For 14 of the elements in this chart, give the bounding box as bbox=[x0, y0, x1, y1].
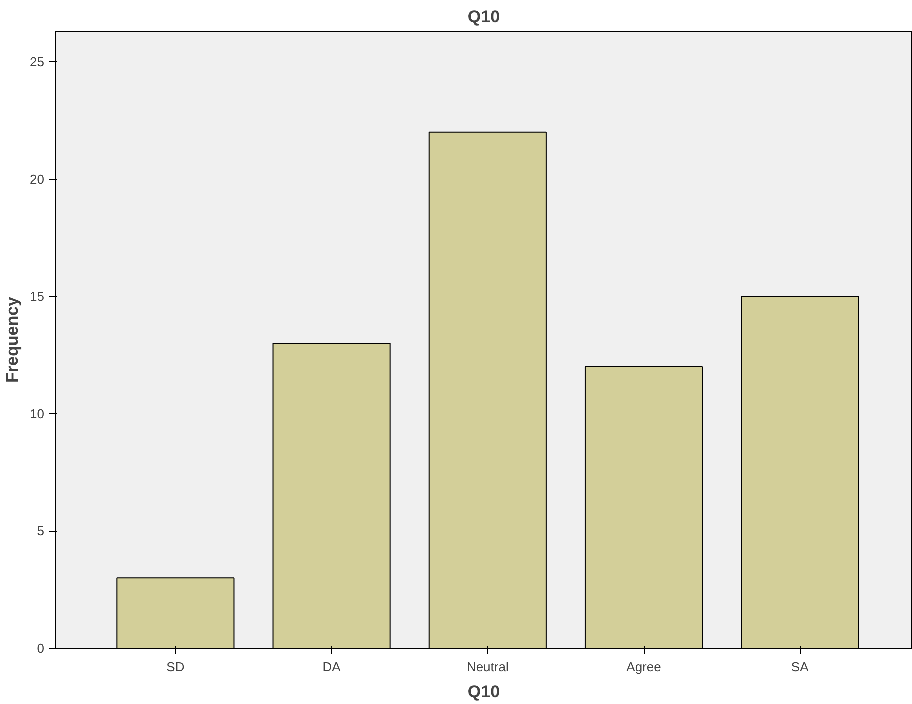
y-tick-label: 15 bbox=[30, 289, 45, 304]
x-tick-label: SD bbox=[166, 660, 185, 674]
x-tick-label: Agree bbox=[626, 660, 662, 674]
y-axis-title: Frequency bbox=[3, 296, 22, 383]
x-axis-title: Q10 bbox=[468, 682, 500, 702]
chart-title: Q10 bbox=[468, 8, 500, 26]
y-tick-label: 5 bbox=[37, 524, 45, 539]
x-tick-label: DA bbox=[322, 660, 342, 674]
y-tick-label: 25 bbox=[30, 54, 45, 70]
x-tick-label: SA bbox=[791, 660, 810, 674]
y-tick-label: 0 bbox=[37, 641, 45, 656]
y-tick-label: 10 bbox=[30, 406, 45, 422]
x-tick-label: Neutral bbox=[466, 660, 509, 674]
y-tick-label: 20 bbox=[30, 172, 45, 187]
